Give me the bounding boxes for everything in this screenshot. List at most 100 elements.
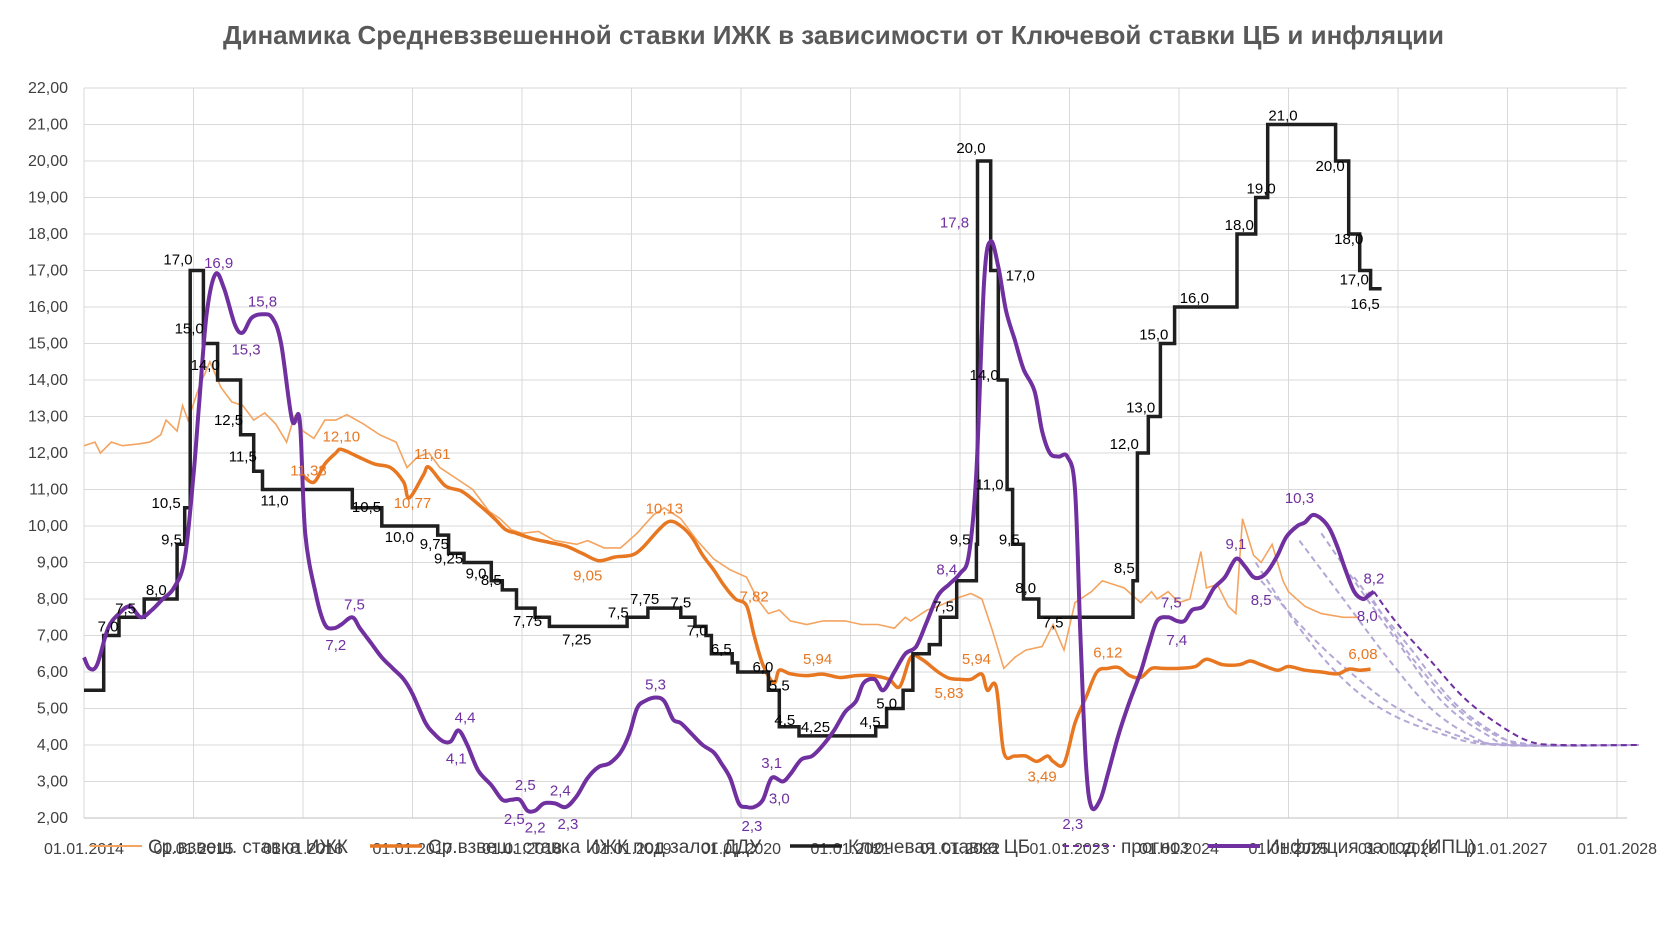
data-label: 6,08 xyxy=(1348,646,1377,663)
data-label: 4,4 xyxy=(455,709,476,726)
data-label: 2,3 xyxy=(558,816,579,833)
data-label: 9,5 xyxy=(950,531,971,548)
legend-label-ddu: Ср.взвеш. ставка ИЖК под залог ДДУ xyxy=(428,837,762,858)
data-label: 7,5 xyxy=(344,596,365,613)
data-label: 7,5 xyxy=(1161,594,1182,611)
x-tick-label: 01.01.2014 xyxy=(44,841,124,858)
data-label: 8,0 xyxy=(1357,608,1378,625)
data-label: 7,0 xyxy=(98,619,119,636)
data-label: 16,5 xyxy=(1351,296,1380,313)
data-label: 7,5 xyxy=(933,598,954,615)
data-label: 12,5 xyxy=(214,412,243,429)
data-label: 18,0 xyxy=(1334,231,1363,248)
x-tick-label: 01.01.2027 xyxy=(1467,841,1547,858)
y-tick-label: 19,00 xyxy=(28,190,68,207)
data-label: 7,4 xyxy=(1166,632,1187,649)
y-tick-label: 20,00 xyxy=(28,153,68,170)
x-tick-label: 01.01.2025 xyxy=(1248,841,1328,858)
data-label: 4,5 xyxy=(860,714,881,731)
data-label: 15,0 xyxy=(1139,327,1168,344)
data-label: 19,0 xyxy=(1247,181,1276,198)
y-tick-label: 3,00 xyxy=(37,774,68,791)
data-label: 10,0 xyxy=(385,529,414,546)
y-tick-label: 11,00 xyxy=(29,482,68,499)
data-label: 4,5 xyxy=(774,712,795,729)
series-key-rate-line xyxy=(84,122,1382,738)
data-label: 8,5 xyxy=(1114,560,1135,577)
legend-label-key: Ключевая ставка ЦБ xyxy=(848,837,1030,858)
legend-label-inflation: Инфляция за год (ИПЦ) xyxy=(1266,837,1475,858)
series-inflation-line xyxy=(82,239,1376,814)
legend-label-forecast: прогноз xyxy=(1121,837,1189,858)
x-tick-label: 01.01.2015 xyxy=(153,841,233,858)
data-label: 2,2 xyxy=(525,820,546,837)
data-label: 10,77 xyxy=(394,495,432,512)
x-tick-label: 01.01.2019 xyxy=(591,841,671,858)
data-label: 15,8 xyxy=(248,293,277,310)
y-tick-label: 21,00 xyxy=(28,117,68,134)
data-label: 7,5 xyxy=(115,600,136,617)
data-label: 12,0 xyxy=(1110,436,1139,453)
data-label: 7,2 xyxy=(325,637,346,654)
data-label: 4,1 xyxy=(446,750,467,767)
forecast-main-line xyxy=(1373,591,1639,747)
data-label: 6,5 xyxy=(711,641,732,658)
data-label: 5,94 xyxy=(962,651,991,668)
data-label: 2,4 xyxy=(550,782,571,799)
y-tick-label: 18,00 xyxy=(28,226,68,243)
x-tick-label: 01.01.2028 xyxy=(1577,841,1657,858)
data-label: 11,5 xyxy=(229,448,257,465)
data-label: 14,0 xyxy=(969,367,998,384)
y-tick-label: 14,00 xyxy=(28,372,68,389)
data-label: 11,38 xyxy=(290,463,326,480)
y-tick-label: 4,00 xyxy=(37,737,68,754)
data-label: 10,5 xyxy=(352,499,381,516)
forecast-line xyxy=(1320,532,1639,747)
y-tick-label: 8,00 xyxy=(37,591,68,608)
y-tick-label: 6,00 xyxy=(37,664,68,681)
legend-label-izhk: Ср.взвеш. ставка ИЖК xyxy=(148,837,348,858)
data-label: 6,0 xyxy=(752,659,773,676)
data-label: 10,13 xyxy=(646,500,684,517)
x-tick-label: 01.01.2018 xyxy=(482,841,562,858)
y-tick-label: 15,00 xyxy=(28,336,68,353)
y-tick-label: 2,00 xyxy=(37,810,68,827)
data-label: 14,0 xyxy=(191,357,220,374)
data-label: 7,0 xyxy=(687,623,708,640)
data-label: 21,0 xyxy=(1268,108,1297,125)
data-label: 17,0 xyxy=(1340,272,1369,289)
data-label: 10,3 xyxy=(1285,490,1314,507)
data-label: 8,5 xyxy=(481,572,502,589)
data-label: 5,0 xyxy=(876,696,897,713)
y-tick-label: 10,00 xyxy=(28,518,68,535)
data-label: 7,75 xyxy=(513,613,542,630)
y-tick-label: 12,00 xyxy=(28,445,68,462)
data-label: 8,0 xyxy=(1015,580,1036,597)
forecast-line xyxy=(1298,539,1639,747)
data-label: 3,1 xyxy=(761,755,782,772)
data-label: 5,83 xyxy=(934,685,963,702)
data-label: 7,82 xyxy=(740,589,769,606)
data-label: 5,94 xyxy=(803,651,832,668)
data-label: 16,9 xyxy=(204,255,233,272)
data-label: 15,0 xyxy=(175,321,204,338)
data-label: 9,0 xyxy=(466,566,487,583)
data-label: 8,2 xyxy=(1363,571,1384,588)
chart-title: Динамика Средневзвешенной ставки ИЖК в з… xyxy=(222,20,1445,50)
data-label: 3,0 xyxy=(769,791,790,808)
data-label: 5,3 xyxy=(645,677,666,694)
data-label: 6,12 xyxy=(1093,645,1122,662)
data-label: 9,1 xyxy=(1226,536,1247,553)
data-label: 15,3 xyxy=(231,342,260,359)
y-tick-label: 13,00 xyxy=(28,409,68,426)
data-label: 5,5 xyxy=(769,677,790,694)
data-label: 7,75 xyxy=(630,591,659,608)
forecast-line xyxy=(1353,576,1639,747)
data-label: 17,0 xyxy=(163,252,192,269)
x-tick-label: 01.01.2026 xyxy=(1358,841,1438,858)
data-label: 2,3 xyxy=(742,818,763,835)
series-izhk-line xyxy=(83,359,1360,670)
data-label: 12,10 xyxy=(323,428,361,445)
data-label: 7,5 xyxy=(608,604,629,621)
